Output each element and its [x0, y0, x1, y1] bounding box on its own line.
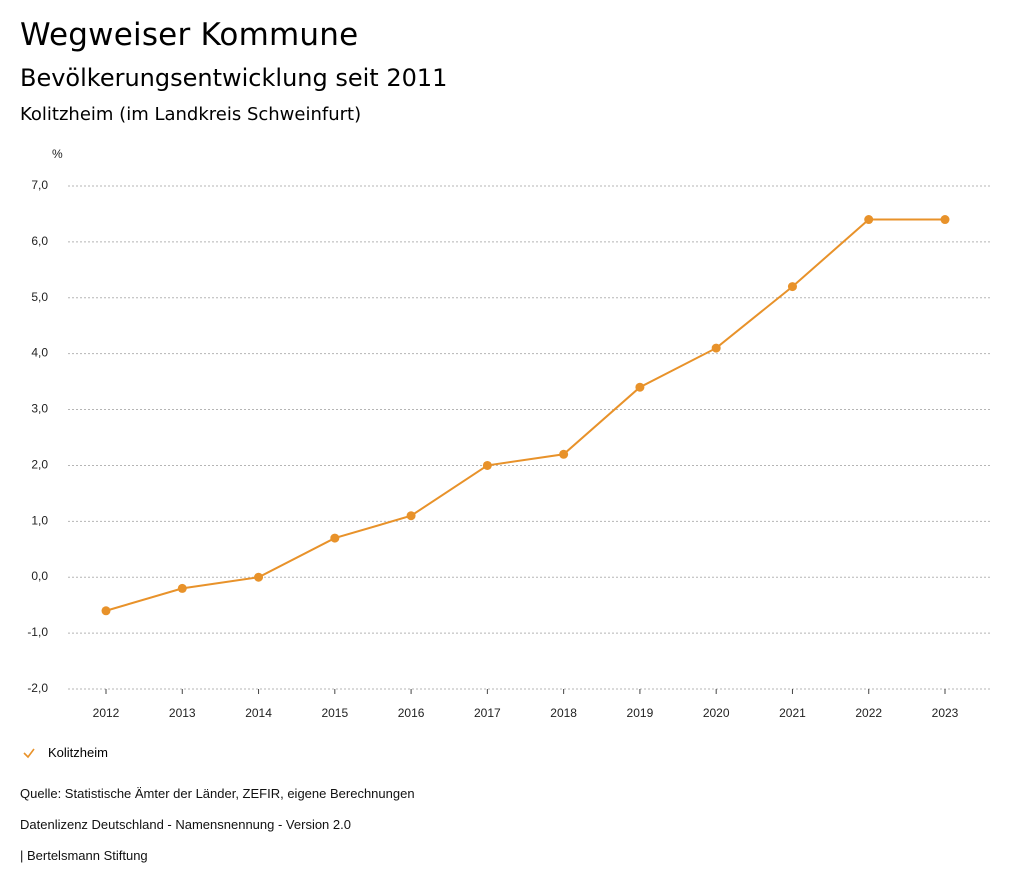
data-point[interactable] — [787, 282, 797, 292]
x-tick-label: 2018 — [550, 706, 577, 720]
y-axis-label: % — [52, 147, 63, 161]
series-line-kolitzheim — [105, 218, 945, 612]
data-point[interactable] — [330, 533, 340, 543]
y-tick-label: -2,0 — [27, 681, 48, 695]
x-tick-label: 2022 — [855, 706, 882, 720]
x-tick-label: 2020 — [703, 706, 730, 720]
y-tick-label: 5,0 — [31, 290, 48, 304]
x-tick-label: 2017 — [474, 706, 501, 720]
data-point[interactable] — [940, 215, 950, 225]
data-point[interactable] — [101, 606, 111, 616]
legend-item-kolitzheim[interactable]: Kolitzheim — [48, 745, 108, 760]
y-tick-label: -1,0 — [27, 625, 48, 639]
page-title: Wegweiser Kommune — [20, 17, 359, 53]
credit-note: | Bertelsmann Stiftung — [20, 848, 148, 863]
data-point[interactable] — [406, 511, 416, 521]
data-point[interactable] — [177, 583, 187, 593]
legend-check-icon — [23, 748, 35, 758]
region-label: Kolitzheim (im Landkreis Schweinfurt) — [20, 104, 362, 125]
x-tick-label: 2019 — [627, 706, 654, 720]
line-chart: % 7,0 6,0 5,0 4,0 3,0 2,0 1,0 0,0 -1,0 -2,0 2012 2… — [27, 147, 990, 720]
y-tick-label: 7,0 — [31, 178, 48, 192]
data-point[interactable] — [559, 449, 569, 459]
x-tick-label: 2021 — [779, 706, 806, 720]
license-note: Datenlizenz Deutschland - Namensnennung … — [20, 817, 351, 832]
x-tick-label: 2023 — [932, 706, 959, 720]
x-tick-label: 2016 — [398, 706, 425, 720]
y-tick-label: 0,0 — [31, 569, 48, 583]
legend: Kolitzheim — [22, 745, 108, 760]
data-point[interactable] — [864, 215, 874, 225]
x-tick-label: 2015 — [321, 706, 348, 720]
chart-subtitle: Bevölkerungsentwicklung seit 2011 — [20, 64, 448, 92]
source-note: Quelle: Statistische Ämter der Länder, Z… — [20, 786, 415, 801]
data-point[interactable] — [711, 343, 721, 353]
data-point[interactable] — [254, 572, 264, 582]
x-tick-label: 2013 — [169, 706, 196, 720]
y-tick-label: 1,0 — [31, 513, 48, 527]
y-tick-label: 3,0 — [31, 402, 48, 416]
x-tick-label: 2014 — [245, 706, 272, 720]
data-point[interactable] — [635, 382, 645, 392]
y-tick-label: 4,0 — [31, 346, 48, 360]
data-point[interactable] — [482, 460, 492, 470]
y-tick-label: 2,0 — [31, 457, 48, 471]
y-tick-label: 6,0 — [31, 234, 48, 248]
x-tick-label: 2012 — [93, 706, 120, 720]
